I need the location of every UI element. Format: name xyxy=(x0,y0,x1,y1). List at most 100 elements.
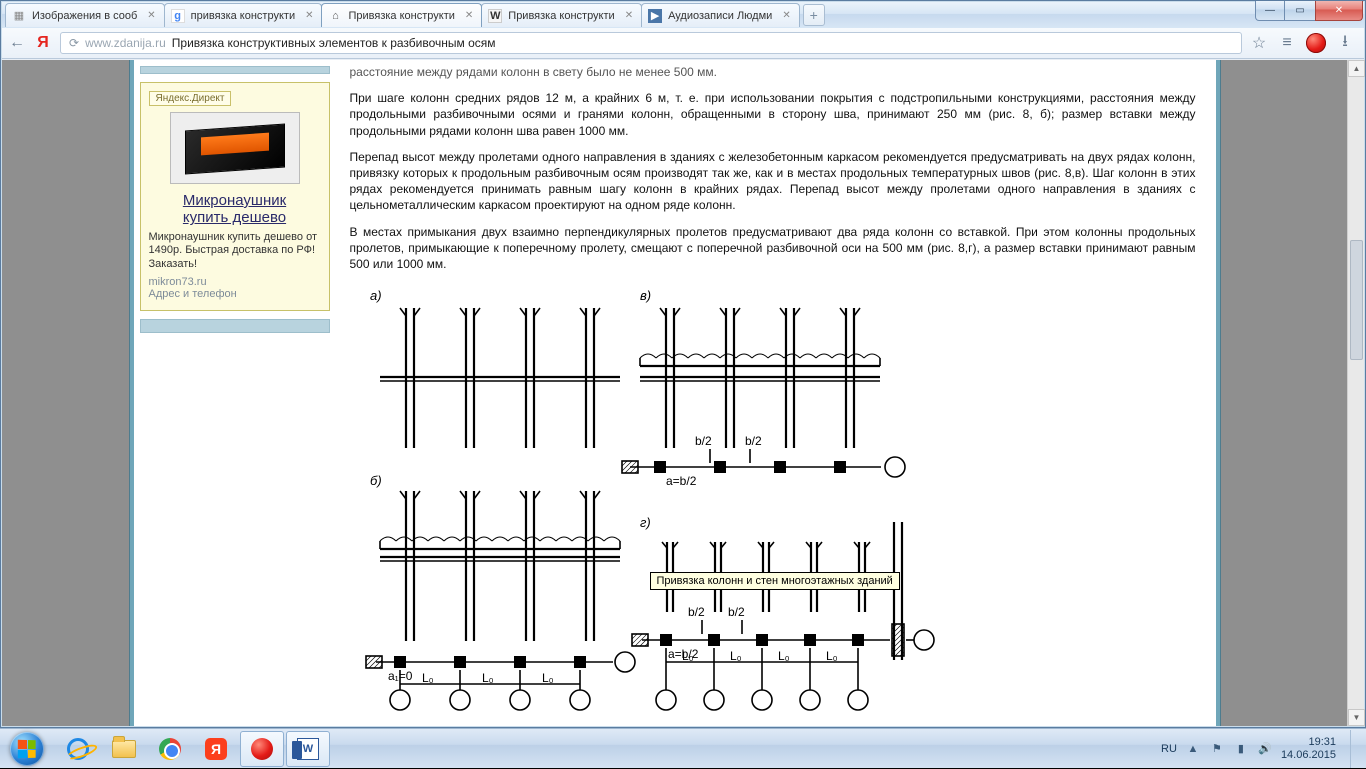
tab-0[interactable]: ▦ Изображения в сооб ✕ xyxy=(5,3,165,27)
svg-text:b/2: b/2 xyxy=(688,605,705,619)
sidebar-decor-bottom xyxy=(140,319,330,333)
bookmark-button[interactable]: ☆ xyxy=(1250,34,1268,52)
url-host: www.zdanija.ru xyxy=(85,36,166,50)
yandex-browser-icon: Я xyxy=(205,738,227,760)
pinned-apps: Я W xyxy=(54,729,330,768)
ad-domain[interactable]: mikron73.ru xyxy=(149,276,321,288)
wiki-icon: W xyxy=(488,9,502,23)
ad-title[interactable]: Микронаушник купить дешево xyxy=(149,192,321,227)
vertical-scrollbar[interactable]: ▲ ▼ xyxy=(1347,60,1364,726)
taskbar-explorer[interactable] xyxy=(102,731,146,767)
svg-text:L₀: L₀ xyxy=(682,649,694,663)
download-button[interactable]: ⭳ xyxy=(1336,34,1354,52)
opera-icon xyxy=(251,738,273,760)
svg-text:a=b/2: a=b/2 xyxy=(666,474,697,488)
reload-icon[interactable]: ⟳ xyxy=(69,36,79,50)
ad-tag: Яндекс.Директ xyxy=(149,91,232,106)
image-icon: ▦ xyxy=(12,9,26,23)
scroll-thumb[interactable] xyxy=(1350,240,1363,360)
close-icon[interactable]: ✕ xyxy=(778,10,790,21)
svg-text:L₀: L₀ xyxy=(422,671,434,685)
scroll-down-button[interactable]: ▼ xyxy=(1348,709,1365,726)
show-desktop-button[interactable] xyxy=(1350,730,1360,768)
taskbar-chrome[interactable] xyxy=(148,731,192,767)
start-button[interactable] xyxy=(0,729,54,769)
ad-block[interactable]: Яндекс.Директ Микронаушник купить дешево… xyxy=(140,82,330,311)
minimize-button[interactable]: — xyxy=(1255,1,1285,21)
paragraph-cut: расстояние между рядами колонн в свету б… xyxy=(350,64,1196,80)
language-indicator[interactable]: RU xyxy=(1161,743,1177,755)
svg-text:L₀: L₀ xyxy=(778,649,790,663)
word-icon: W xyxy=(297,738,319,760)
tab-2-active[interactable]: ⌂ Привязка конструкти ✕ xyxy=(321,3,482,27)
chrome-icon xyxy=(159,738,181,760)
svg-text:в): в) xyxy=(640,288,651,303)
new-tab-button[interactable]: + xyxy=(803,4,825,26)
ad-description: Микронаушник купить дешево от 1490р. Быс… xyxy=(149,231,321,272)
volume-icon[interactable]: 🔊 xyxy=(1257,741,1273,757)
network-icon[interactable]: ▮ xyxy=(1233,741,1249,757)
url-title: Привязка конструктивных элементов к разб… xyxy=(172,36,496,50)
image-tooltip: Привязка колонн и стен многоэтажных здан… xyxy=(650,572,900,590)
svg-text:L₀: L₀ xyxy=(482,671,494,685)
menu-button[interactable]: ≡ xyxy=(1278,34,1296,52)
system-tray: RU ▲ ⚑ ▮ 🔊 19:31 14.06.2015 xyxy=(1151,729,1366,768)
back-button[interactable]: ← xyxy=(8,34,26,52)
svg-text:b/2: b/2 xyxy=(695,434,712,448)
tab-4[interactable]: ▶ Аудиозаписи Людми ✕ xyxy=(641,3,800,27)
ad-address-link[interactable]: Адрес и телефон xyxy=(149,288,321,300)
taskbar-word[interactable]: W xyxy=(286,731,330,767)
tab-strip: ▦ Изображения в сооб ✕ g привязка констр… xyxy=(5,3,825,29)
toolbar-right: ☆ ≡ ⭳ xyxy=(1250,33,1358,53)
tab-label: Привязка конструкти xyxy=(348,10,454,22)
taskbar-ie[interactable] xyxy=(56,731,100,767)
scroll-up-button[interactable]: ▲ xyxy=(1348,60,1365,77)
paragraph: Перепад высот между пролетами одного нап… xyxy=(350,149,1196,214)
taskbar-left: Я W xyxy=(0,729,330,768)
tab-label: Изображения в сооб xyxy=(32,10,137,22)
site-icon: ⌂ xyxy=(328,9,342,23)
flag-icon[interactable]: ⚑ xyxy=(1209,741,1225,757)
paragraph: При шаге колонн средних рядов 12 м, а кр… xyxy=(350,90,1196,139)
address-bar: ← Я ⟳ www.zdanija.ru Привязка конструкти… xyxy=(2,28,1364,59)
url-input[interactable]: ⟳ www.zdanija.ru Привязка конструктивных… xyxy=(60,32,1242,54)
svg-text:b/2: b/2 xyxy=(745,434,762,448)
svg-text:г): г) xyxy=(640,515,651,530)
ie-icon xyxy=(67,738,89,760)
sidebar: Яндекс.Директ Микронаушник купить дешево… xyxy=(140,66,330,333)
folder-icon xyxy=(112,740,136,758)
date-text: 14.06.2015 xyxy=(1281,749,1336,761)
window-buttons: — ▭ ✕ xyxy=(1255,1,1363,21)
sidebar-decor-top xyxy=(140,66,330,74)
plus-icon: + xyxy=(810,7,818,23)
tab-3[interactable]: W Привязка конструкти ✕ xyxy=(481,3,642,27)
taskbar: Я W RU ▲ ⚑ ▮ 🔊 19:31 14.06.2015 xyxy=(0,728,1366,768)
svg-text:б): б) xyxy=(370,473,382,488)
taskbar-opera[interactable] xyxy=(240,731,284,767)
tray-up-icon[interactable]: ▲ xyxy=(1185,741,1201,757)
yandex-icon[interactable]: Я xyxy=(34,34,52,52)
tab-label: Аудиозаписи Людми xyxy=(668,10,772,22)
close-button[interactable]: ✕ xyxy=(1315,1,1363,21)
taskbar-yandex[interactable]: Я xyxy=(194,731,238,767)
svg-text:а): а) xyxy=(370,288,382,303)
browser-window: ▦ Изображения в сооб ✕ g привязка констр… xyxy=(0,0,1366,728)
page-viewport: Яндекс.Директ Микронаушник купить дешево… xyxy=(2,60,1347,726)
close-icon[interactable]: ✕ xyxy=(301,10,313,21)
close-icon[interactable]: ✕ xyxy=(143,10,155,21)
google-icon: g xyxy=(171,9,185,23)
tab-1[interactable]: g привязка конструкти ✕ xyxy=(164,3,323,27)
close-icon[interactable]: ✕ xyxy=(621,10,633,21)
technical-diagram: а)в)b/2b/2a=b/2б)a₁=0L₀L₀L₀г)b/2b/2a=b/2… xyxy=(350,282,1180,712)
clock[interactable]: 19:31 14.06.2015 xyxy=(1281,736,1336,760)
time-text: 19:31 xyxy=(1281,736,1336,748)
svg-text:b/2: b/2 xyxy=(728,605,745,619)
diagram-svg: а)в)b/2b/2a=b/2б)a₁=0L₀L₀L₀г)b/2b/2a=b/2… xyxy=(350,282,1180,712)
maximize-button[interactable]: ▭ xyxy=(1285,1,1315,21)
vk-icon: ▶ xyxy=(648,9,662,23)
ad-image xyxy=(170,112,300,184)
page-content: Яндекс.Директ Микронаушник купить дешево… xyxy=(130,60,1220,726)
close-icon[interactable]: ✕ xyxy=(461,10,473,21)
opera-icon[interactable] xyxy=(1306,33,1326,53)
article-body: расстояние между рядами колонн в свету б… xyxy=(344,60,1202,726)
